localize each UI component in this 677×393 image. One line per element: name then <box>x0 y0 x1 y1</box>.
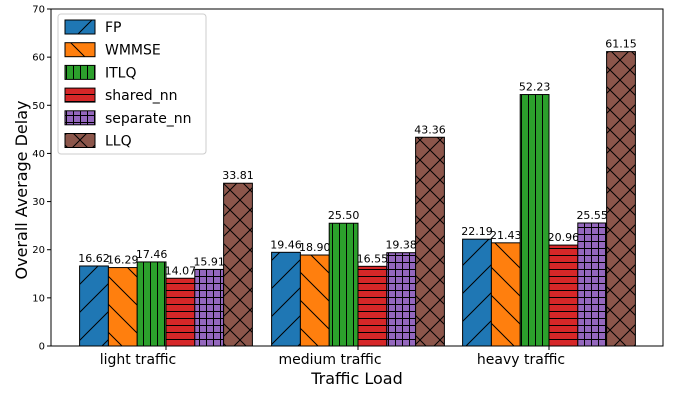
bar-hatch-llq-heavy-traffic <box>606 51 636 347</box>
x-tick-label-medium-traffic: medium traffic <box>278 352 381 368</box>
data-label-itlq-light-traffic: 17.46 <box>136 248 168 261</box>
data-label-fp-light-traffic: 16.62 <box>78 252 110 265</box>
x-tick-label-heavy-traffic: heavy traffic <box>477 352 565 368</box>
data-label-llq-medium-traffic: 43.36 <box>414 123 446 136</box>
y-tick-label: 60 <box>32 53 45 64</box>
y-tick-label: 20 <box>32 245 45 256</box>
bar-hatch-wmmse-heavy-traffic <box>490 242 521 347</box>
legend-label-separate-nn: separate_nn <box>105 111 192 127</box>
y-axis-title: Overall Average Delay <box>12 101 31 280</box>
plot-frame <box>50 8 664 347</box>
data-label-wmmse-medium-traffic: 18.90 <box>299 241 331 254</box>
legend-swatch-hatch-shared-nn <box>64 87 96 103</box>
series-wmmse: 16.29 18.90 21.43 <box>107 229 522 347</box>
series-shared-nn: 14.07 16.55 20.96 <box>165 231 580 347</box>
data-label-llq-light-traffic: 33.81 <box>222 169 254 182</box>
bar-hatch-separate-nn-heavy-traffic <box>577 222 608 347</box>
bar-hatch-wmmse-light-traffic <box>107 267 138 347</box>
bar-hatch-separate-nn-light-traffic <box>194 268 225 347</box>
bar-hatch-itlq-light-traffic <box>136 261 167 347</box>
legend-swatch-hatch-fp <box>64 19 96 35</box>
data-label-fp-heavy-traffic: 22.19 <box>461 225 493 238</box>
x-axis-title: Traffic Load <box>310 369 403 388</box>
series-itlq: 17.46 25.50 52.23 <box>136 81 551 347</box>
y-tick-label: 0 <box>39 342 45 353</box>
legend-swatch-hatch-separate-nn <box>64 110 96 126</box>
bar-hatch-fp-heavy-traffic <box>462 238 492 347</box>
plot-area: 16.62 19.46 22.19 16.29 18.90 21.43 17.46 25.50… <box>78 38 637 347</box>
bar-hatch-llq-medium-traffic <box>415 136 445 347</box>
x-axis: light traffic medium traffic heavy traffic <box>100 346 565 368</box>
data-label-shared-nn-medium-traffic: 16.55 <box>357 252 389 265</box>
legend-swatch-hatch-itlq <box>64 64 96 80</box>
bar-hatch-shared-nn-medium-traffic <box>357 265 388 347</box>
legend-label-fp: FP <box>105 20 122 36</box>
bar-hatch-separate-nn-medium-traffic <box>386 252 417 347</box>
legend-swatch-hatch-wmmse <box>64 42 96 58</box>
data-label-separate-nn-light-traffic: 15.91 <box>193 255 225 268</box>
data-label-shared-nn-light-traffic: 14.07 <box>165 264 197 277</box>
bar-hatch-shared-nn-light-traffic <box>165 277 196 347</box>
y-tick-label: 50 <box>32 101 45 112</box>
bar-hatch-fp-medium-traffic <box>271 251 301 347</box>
data-label-separate-nn-medium-traffic: 19.38 <box>385 239 417 252</box>
bar-hatch-shared-nn-heavy-traffic <box>548 244 579 347</box>
data-label-shared-nn-heavy-traffic: 20.96 <box>548 231 580 244</box>
data-label-itlq-medium-traffic: 25.50 <box>328 209 360 222</box>
legend-label-llq: LLQ <box>105 134 132 150</box>
x-tick-label-light-traffic: light traffic <box>100 352 177 368</box>
series-fp: 16.62 19.46 22.19 <box>78 225 493 347</box>
bar-hatch-itlq-heavy-traffic <box>519 94 550 347</box>
series-llq: 33.81 43.36 61.15 <box>222 38 637 347</box>
y-axis: 0 10 20 30 40 50 60 70 <box>32 5 51 353</box>
data-label-separate-nn-heavy-traffic: 25.55 <box>576 209 608 222</box>
y-tick-label: 40 <box>32 149 45 160</box>
bar-hatch-itlq-medium-traffic <box>328 222 359 347</box>
legend: FP WMMSE ITLQ shared_nn separate_nn LLQ <box>57 13 207 155</box>
legend-label-wmmse: WMMSE <box>105 43 161 59</box>
bar-hatch-llq-light-traffic <box>223 182 253 347</box>
y-tick-label: 30 <box>32 197 45 208</box>
legend-swatch-hatch-llq <box>64 133 96 148</box>
legend-label-shared-nn: shared_nn <box>105 88 177 104</box>
data-label-llq-heavy-traffic: 61.15 <box>605 38 637 51</box>
y-tick-label: 10 <box>32 293 45 304</box>
data-label-itlq-heavy-traffic: 52.23 <box>519 81 551 94</box>
data-label-wmmse-light-traffic: 16.29 <box>107 254 139 267</box>
legend-label-itlq: ITLQ <box>105 65 137 81</box>
series-separate-nn: 15.91 19.38 25.55 <box>193 209 608 347</box>
data-label-wmmse-heavy-traffic: 21.43 <box>490 229 522 242</box>
bar-hatch-fp-light-traffic <box>79 265 109 347</box>
data-label-fp-medium-traffic: 19.46 <box>270 238 302 251</box>
y-tick-label: 70 <box>32 5 45 16</box>
bar-hatch-wmmse-medium-traffic <box>299 254 330 347</box>
